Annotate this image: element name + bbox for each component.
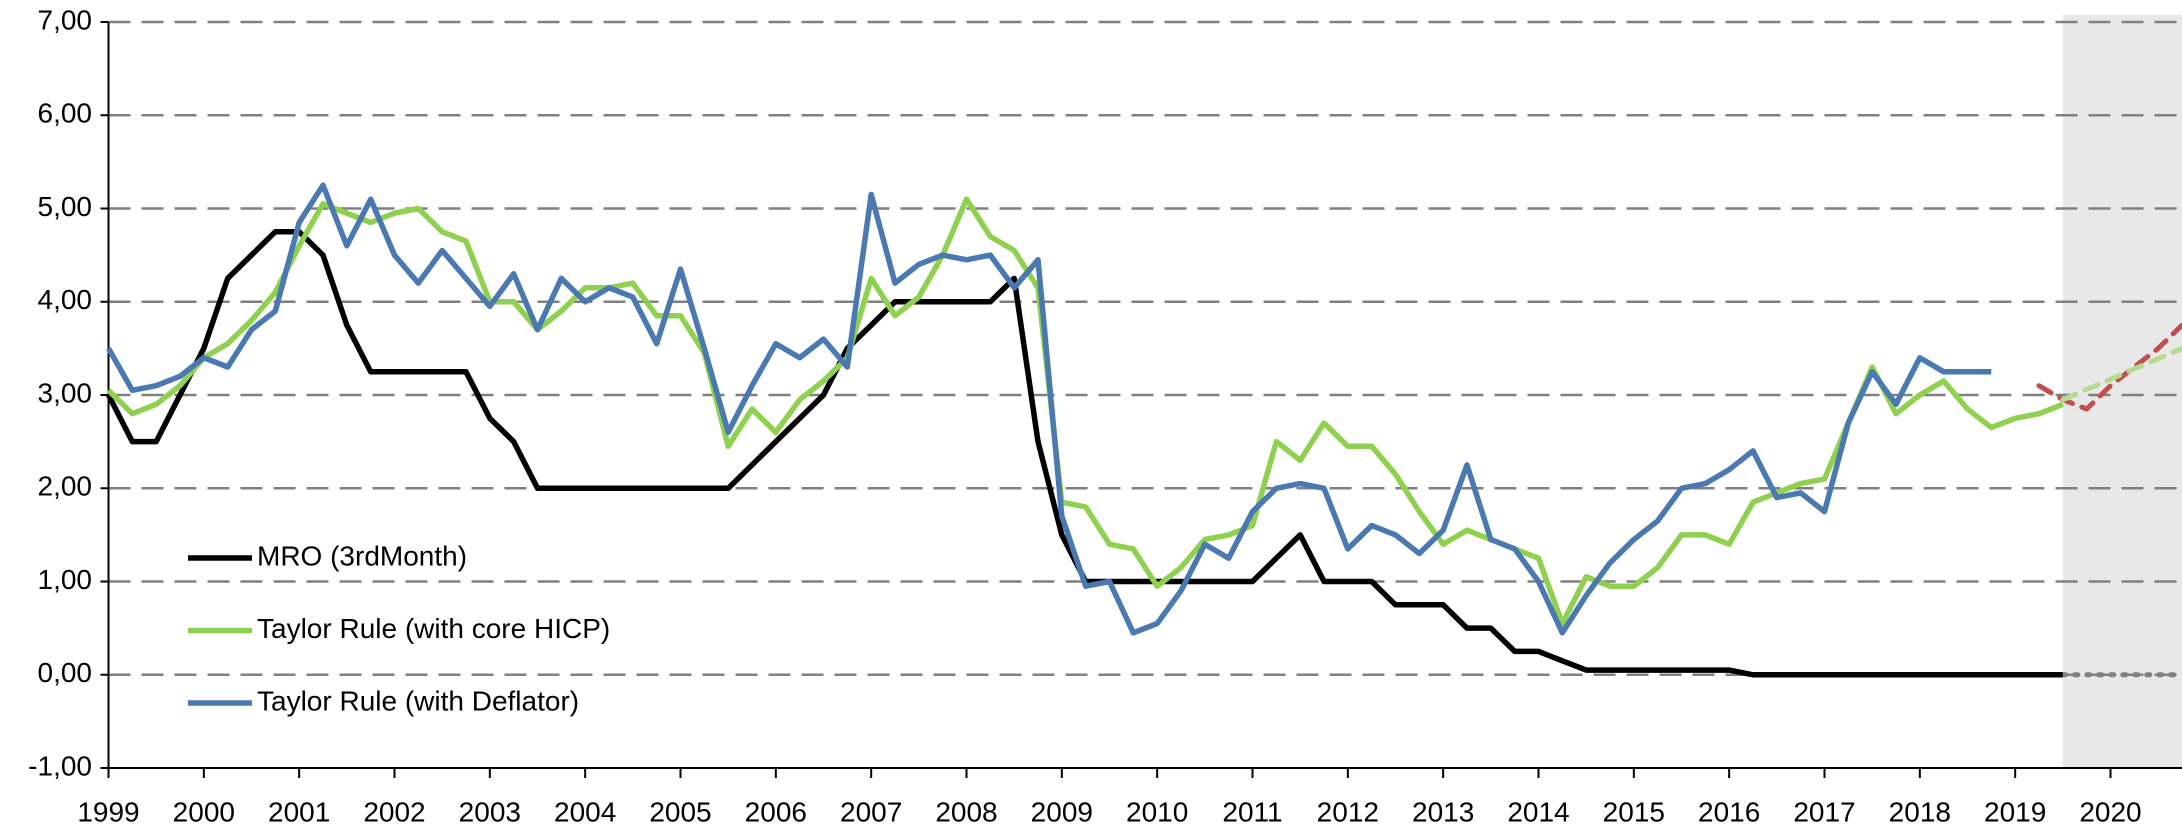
x-tick-label: 2012 — [1317, 796, 1379, 827]
y-tick-label: -1,00 — [28, 750, 92, 781]
y-tick-label: 2,00 — [38, 471, 93, 502]
x-tick-label: 2017 — [1793, 796, 1855, 827]
y-tick-label: 4,00 — [38, 284, 93, 315]
x-tick-label: 2020 — [2079, 796, 2141, 827]
x-tick-label: 2013 — [1412, 796, 1474, 827]
x-tick-label: 2016 — [1698, 796, 1760, 827]
y-tick-label: 6,00 — [38, 98, 93, 129]
x-tick-label: 2002 — [363, 796, 425, 827]
forecast-area — [2062, 15, 2182, 768]
x-tick-label: 2005 — [649, 796, 711, 827]
x-tick-label: 2011 — [1222, 796, 1282, 827]
x-tick-label: 2009 — [1031, 796, 1093, 827]
series-line — [106, 229, 2063, 678]
x-tick-label: 2008 — [935, 796, 997, 827]
x-tick-label: 2019 — [1984, 796, 2046, 827]
legend-label: MRO (3rdMonth) — [257, 540, 467, 571]
y-tick-label: 5,00 — [38, 191, 93, 222]
x-tick-label: 2004 — [554, 796, 616, 827]
x-tick-label: 2015 — [1603, 796, 1665, 827]
y-tick-label: 1,00 — [38, 564, 93, 595]
y-tick-label: 0,00 — [38, 657, 93, 688]
x-tick-label: 2001 — [268, 796, 330, 827]
y-tick-label: 3,00 — [38, 377, 93, 408]
legend-label: Taylor Rule (with core HICP) — [257, 613, 610, 644]
y-tick-label: 7,00 — [38, 4, 93, 35]
x-tick-label: 2010 — [1126, 796, 1188, 827]
x-tick-label: 2006 — [745, 796, 807, 827]
x-tick-label: 2014 — [1507, 796, 1569, 827]
x-tick-label: 2000 — [173, 796, 235, 827]
x-tick-label: 2003 — [459, 796, 521, 827]
x-tick-label: 2018 — [1889, 796, 1951, 827]
x-tick-label: 1999 — [77, 796, 139, 827]
series-line — [106, 182, 1992, 636]
series-line — [106, 196, 2064, 627]
forecast-line — [2060, 345, 2182, 403]
x-tick-label: 2007 — [840, 796, 902, 827]
legend-label: Taylor Rule (with Deflator) — [257, 685, 579, 716]
